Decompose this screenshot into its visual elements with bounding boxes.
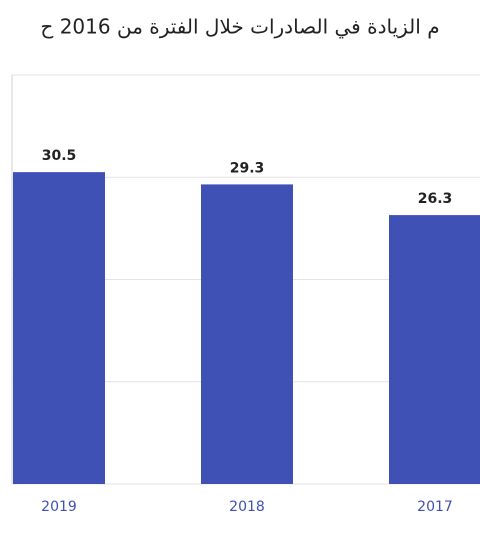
x-tick-label: 2018 <box>229 499 265 515</box>
bar <box>13 172 105 484</box>
bar <box>389 215 480 484</box>
value-label: 30.5 <box>42 148 77 164</box>
value-label: 26.3 <box>418 191 453 207</box>
x-tick-label: 2017 <box>417 499 453 515</box>
bar <box>201 184 293 484</box>
chart-title: م الزيادة في الصادرات خلال الفترة من 201… <box>40 15 439 40</box>
x-tick-label: 2019 <box>41 499 77 515</box>
value-label: 29.3 <box>230 160 265 176</box>
